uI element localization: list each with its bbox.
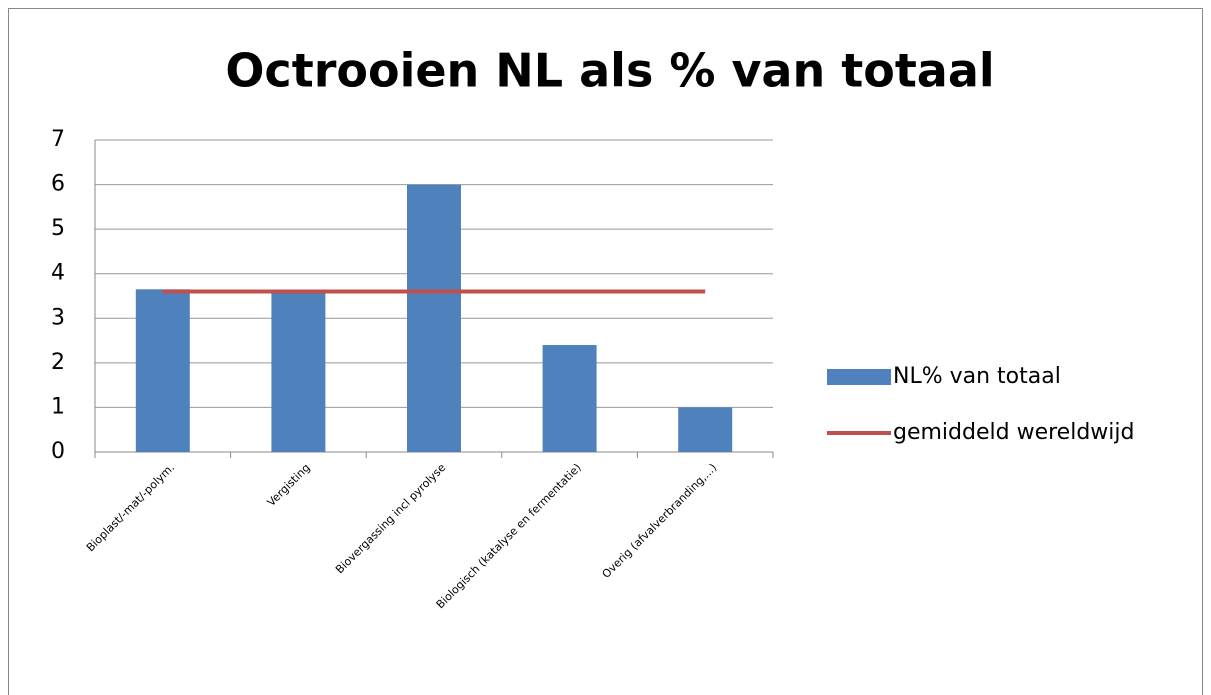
legend-label: gemiddeld wereldwijd bbox=[893, 420, 1134, 445]
bar bbox=[271, 291, 326, 452]
y-tick-label: 1 bbox=[51, 394, 65, 419]
y-tick-label: 3 bbox=[51, 305, 65, 330]
bar bbox=[407, 184, 461, 453]
legend-label: NL% van totaal bbox=[893, 364, 1061, 389]
chart-title: Octrooien NL als % van totaal bbox=[225, 44, 994, 98]
bar bbox=[678, 407, 733, 452]
y-tick-label: 2 bbox=[51, 350, 65, 375]
bar bbox=[135, 289, 190, 452]
y-tick-label: 7 bbox=[51, 127, 65, 152]
y-tick-label: 4 bbox=[51, 261, 65, 286]
y-tick-label: 6 bbox=[51, 172, 65, 197]
y-tick-label: 0 bbox=[51, 439, 65, 464]
chart-frame bbox=[8, 8, 1203, 695]
y-tick-label: 5 bbox=[51, 216, 65, 241]
bar bbox=[542, 345, 597, 452]
legend-swatch bbox=[827, 369, 891, 385]
